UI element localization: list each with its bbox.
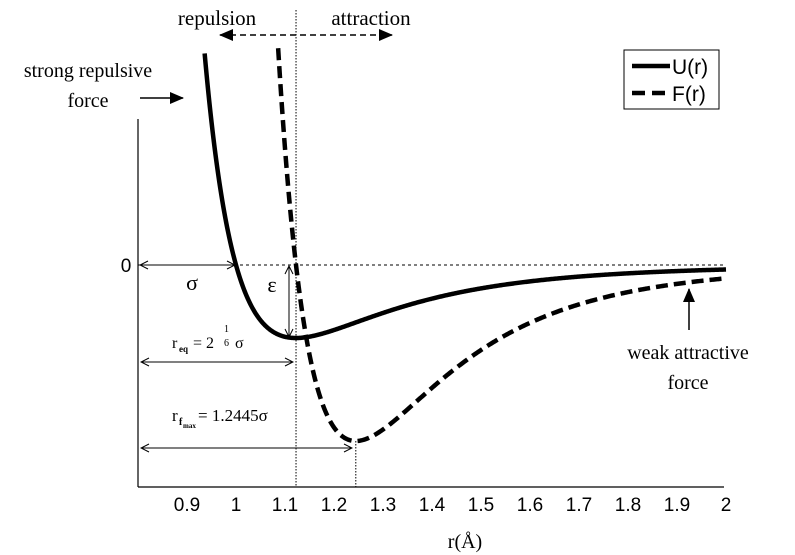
- svg-text:= 2: = 2: [193, 335, 214, 352]
- y-tick-label-0: 0: [121, 256, 132, 277]
- r-fmax-label: r f max = 1.2445σ: [172, 406, 268, 430]
- x-tick-label: 1.6: [517, 495, 543, 516]
- weak-attractive-label-line2: force: [667, 372, 708, 394]
- attraction-label: attraction: [331, 6, 411, 30]
- x-tick-label: 1.1: [272, 495, 298, 516]
- svg-text:f: f: [179, 417, 183, 428]
- x-axis-label: r(Å): [448, 531, 482, 553]
- x-tick-label: 0.9: [174, 495, 200, 516]
- svg-text:r: r: [172, 335, 178, 352]
- x-tick-label: 1.3: [370, 495, 396, 516]
- x-tick-label: 1.7: [566, 495, 592, 516]
- r-eq-label: r eq = 2 1 6 σ: [172, 324, 244, 354]
- x-tick-label: 1.2: [321, 495, 347, 516]
- svg-text:1: 1: [224, 324, 229, 335]
- repulsion-label: repulsion: [178, 6, 257, 30]
- svg-text:σ: σ: [235, 335, 244, 352]
- sigma-label: σ: [186, 270, 198, 295]
- strong-repulsive-label-line2: force: [67, 90, 108, 112]
- x-tick-label: 1.9: [664, 495, 690, 516]
- svg-text:max: max: [183, 422, 196, 430]
- legend-label-u: U(r): [672, 56, 708, 79]
- x-tick-label: 1: [231, 495, 242, 516]
- x-tick-label: 1.8: [615, 495, 641, 516]
- legend-box: [623, 49, 720, 110]
- legend: U(r) F(r): [623, 49, 720, 110]
- svg-text:eq: eq: [179, 344, 188, 354]
- weak-attractive-label-line1: weak attractive: [627, 342, 749, 364]
- x-tick-label: 1.5: [468, 495, 494, 516]
- legend-label-f: F(r): [672, 83, 706, 106]
- x-tick-label: 1.4: [419, 495, 446, 516]
- svg-text:= 1.2445σ: = 1.2445σ: [198, 406, 268, 425]
- svg-text:r: r: [172, 406, 178, 425]
- svg-text:6: 6: [224, 338, 229, 349]
- strong-repulsive-label-line1: strong repulsive: [24, 60, 152, 82]
- epsilon-label: ε: [267, 272, 276, 297]
- x-tick-label: 2: [721, 495, 732, 516]
